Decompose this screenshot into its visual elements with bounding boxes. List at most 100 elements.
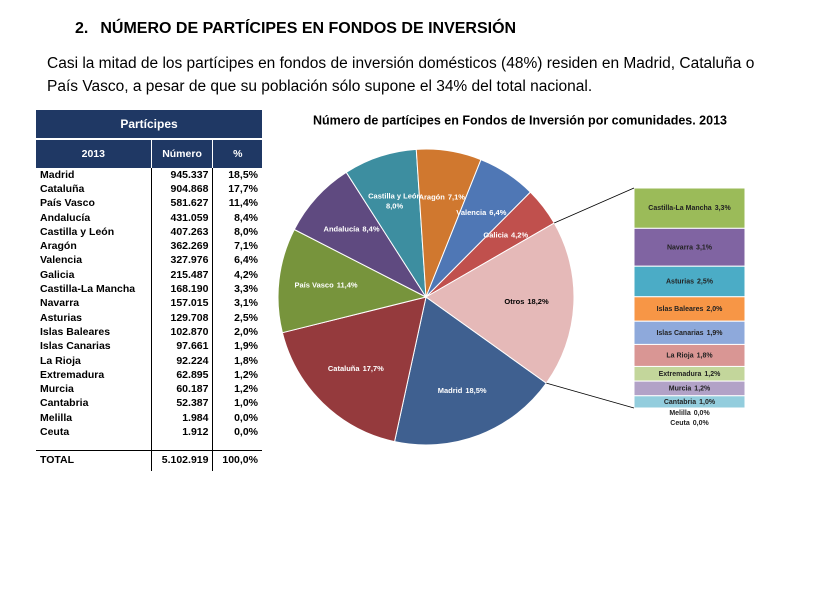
table-row: Valencia 327.976 6,4% bbox=[36, 253, 262, 269]
table-cell: Asturias bbox=[40, 311, 83, 324]
segment-value: 1,8% bbox=[697, 352, 714, 359]
segment-label: Ceuta 0,0% bbox=[670, 420, 709, 427]
table-row: Andalucía 431.059 8,4% bbox=[36, 210, 262, 226]
column-header: Número bbox=[150, 138, 213, 168]
table-cell: 92.224 bbox=[150, 353, 213, 369]
slice-name: Andalucía bbox=[324, 224, 361, 233]
slice-value: 6,4% bbox=[489, 208, 506, 217]
table-cell: 11,4% bbox=[212, 196, 262, 211]
segment-label: Islas Baleares 2,0% bbox=[657, 306, 723, 313]
table-row: Cantabria 52.387 1,0% bbox=[36, 396, 262, 412]
table-cell: 4,2% bbox=[212, 268, 262, 283]
table-cell: Andalucía bbox=[40, 211, 91, 224]
total-cell: 5.102.919 bbox=[150, 449, 213, 471]
table-row: Ceuta 1.912 0,0% bbox=[36, 425, 262, 440]
breakout-segment bbox=[633, 296, 746, 322]
spacer-cell bbox=[36, 440, 151, 451]
table-row: Galicia 215.487 4,2% bbox=[36, 268, 262, 283]
segment-name: Ceuta bbox=[670, 420, 690, 427]
slice-value: 4,2% bbox=[511, 231, 528, 240]
table-cell: 3,3% bbox=[212, 282, 262, 297]
total-row: TOTAL 5.102.919 100,0% bbox=[36, 449, 262, 471]
breakout-segment bbox=[633, 395, 746, 409]
segment-label: La Rioja 1,8% bbox=[666, 352, 713, 359]
table-cell: 18,5% bbox=[212, 168, 262, 183]
table-row: Cataluña 904.868 17,7% bbox=[36, 182, 262, 197]
slice-value: 8,0% bbox=[386, 201, 403, 210]
section-number: 2. bbox=[75, 20, 89, 37]
segment-name: Navarra bbox=[667, 244, 693, 251]
segment-value: 0,0% bbox=[693, 420, 710, 427]
table-cell: País Vasco bbox=[40, 197, 95, 210]
spacer-row bbox=[36, 439, 262, 451]
segment-value: 1,0% bbox=[699, 399, 716, 406]
pie-slice bbox=[277, 228, 428, 334]
spacer-cell bbox=[212, 439, 262, 451]
segment-value: 2,0% bbox=[706, 306, 723, 313]
section-heading: 2. NÚMERO DE PARTÍCIPES EN FONDOS DE INVE… bbox=[75, 20, 528, 38]
table-cell: 1,0% bbox=[212, 396, 262, 412]
table-cell: Murcia bbox=[40, 383, 74, 396]
segment-name: Melilla bbox=[669, 410, 691, 417]
table-cell: 1,2% bbox=[212, 382, 262, 397]
spacer-cell bbox=[150, 439, 213, 451]
chart-title: Número de partícipes en Fondos de Invers… bbox=[313, 113, 727, 127]
slice-name: Castilla y León bbox=[368, 191, 421, 200]
slice-value: 7,1% bbox=[448, 193, 465, 202]
segment-label: Navarra 3,1% bbox=[667, 244, 713, 251]
breakout-segment bbox=[633, 265, 746, 298]
segment-value: 3,1% bbox=[696, 244, 713, 251]
slice-name: Valencia bbox=[456, 208, 487, 217]
column-header: 2013 bbox=[36, 138, 152, 168]
table-cell: 62.895 bbox=[150, 368, 213, 383]
table-row: Madrid 945.337 18,5% bbox=[36, 168, 262, 183]
table-cell: 945.337 bbox=[150, 168, 213, 183]
connector bbox=[554, 187, 635, 224]
table-row: Extremadura 62.895 1,2% bbox=[36, 368, 262, 383]
table-cell: 431.059 bbox=[150, 210, 213, 226]
table-row: Islas Canarias 97.661 1,9% bbox=[36, 339, 262, 354]
segment-label: Asturias 2,5% bbox=[666, 278, 714, 285]
table-row: Murcia 60.187 1,2% bbox=[36, 382, 262, 397]
table-cell: 0,0% bbox=[212, 411, 262, 426]
table-cell: 7,1% bbox=[212, 239, 262, 254]
table-cell: 1.912 bbox=[150, 425, 213, 440]
table-row: Castilla-La Mancha 168.190 3,3% bbox=[36, 282, 262, 297]
breakout-segment bbox=[633, 227, 746, 267]
table-row: Melilla 1.984 0,0% bbox=[36, 411, 262, 426]
slice-value: 11,4% bbox=[337, 280, 358, 289]
pie-slice bbox=[425, 222, 575, 384]
segment-name: Islas Canarias bbox=[656, 330, 703, 337]
table-cell: 327.976 bbox=[150, 253, 213, 269]
table-cell: Castilla-La Mancha bbox=[40, 283, 136, 296]
table-cell: Cantabria bbox=[40, 397, 89, 410]
slice-label: Valencia 6,4% bbox=[456, 208, 506, 217]
table-cell: 168.190 bbox=[150, 282, 213, 297]
segment-name: Cantabria bbox=[664, 399, 696, 406]
table-cell: 129.708 bbox=[150, 310, 213, 326]
slice-label: País Vasco 11,4% bbox=[294, 280, 357, 289]
table-cell: 8,0% bbox=[212, 225, 262, 240]
segment-value: 0,0% bbox=[694, 410, 711, 417]
table-cell: Islas Canarias bbox=[40, 340, 111, 353]
slice-label: Madrid 18,5% bbox=[438, 386, 487, 395]
slice-name: Galicia bbox=[483, 231, 508, 240]
table-cell: Navarra bbox=[40, 297, 80, 310]
slice-label: Cataluña 17,7% bbox=[328, 364, 384, 373]
table-row: Islas Baleares 102.870 2,0% bbox=[36, 325, 262, 340]
table-cell: 1,2% bbox=[212, 368, 262, 383]
slice-name: País Vasco bbox=[294, 280, 334, 289]
slice-label: Castilla y León 8,0% bbox=[368, 191, 421, 210]
slice-label: Andalucía 8,4% bbox=[324, 224, 380, 233]
slice-name: Cataluña bbox=[328, 364, 361, 373]
table-cell: 1.984 bbox=[150, 411, 213, 426]
column-header: % bbox=[212, 138, 262, 168]
segment-name: Castilla-La Mancha bbox=[648, 205, 712, 212]
table-cell: 52.387 bbox=[150, 396, 213, 412]
slice-name: Aragón bbox=[419, 193, 446, 202]
segment-name: Islas Baleares bbox=[657, 306, 704, 313]
intro-text: Casi la mitad de los partícipes en fondo… bbox=[47, 55, 755, 95]
table-cell: 17,7% bbox=[212, 182, 262, 197]
segment-name: Murcia bbox=[669, 385, 692, 392]
table-cell: 157.015 bbox=[150, 296, 213, 311]
